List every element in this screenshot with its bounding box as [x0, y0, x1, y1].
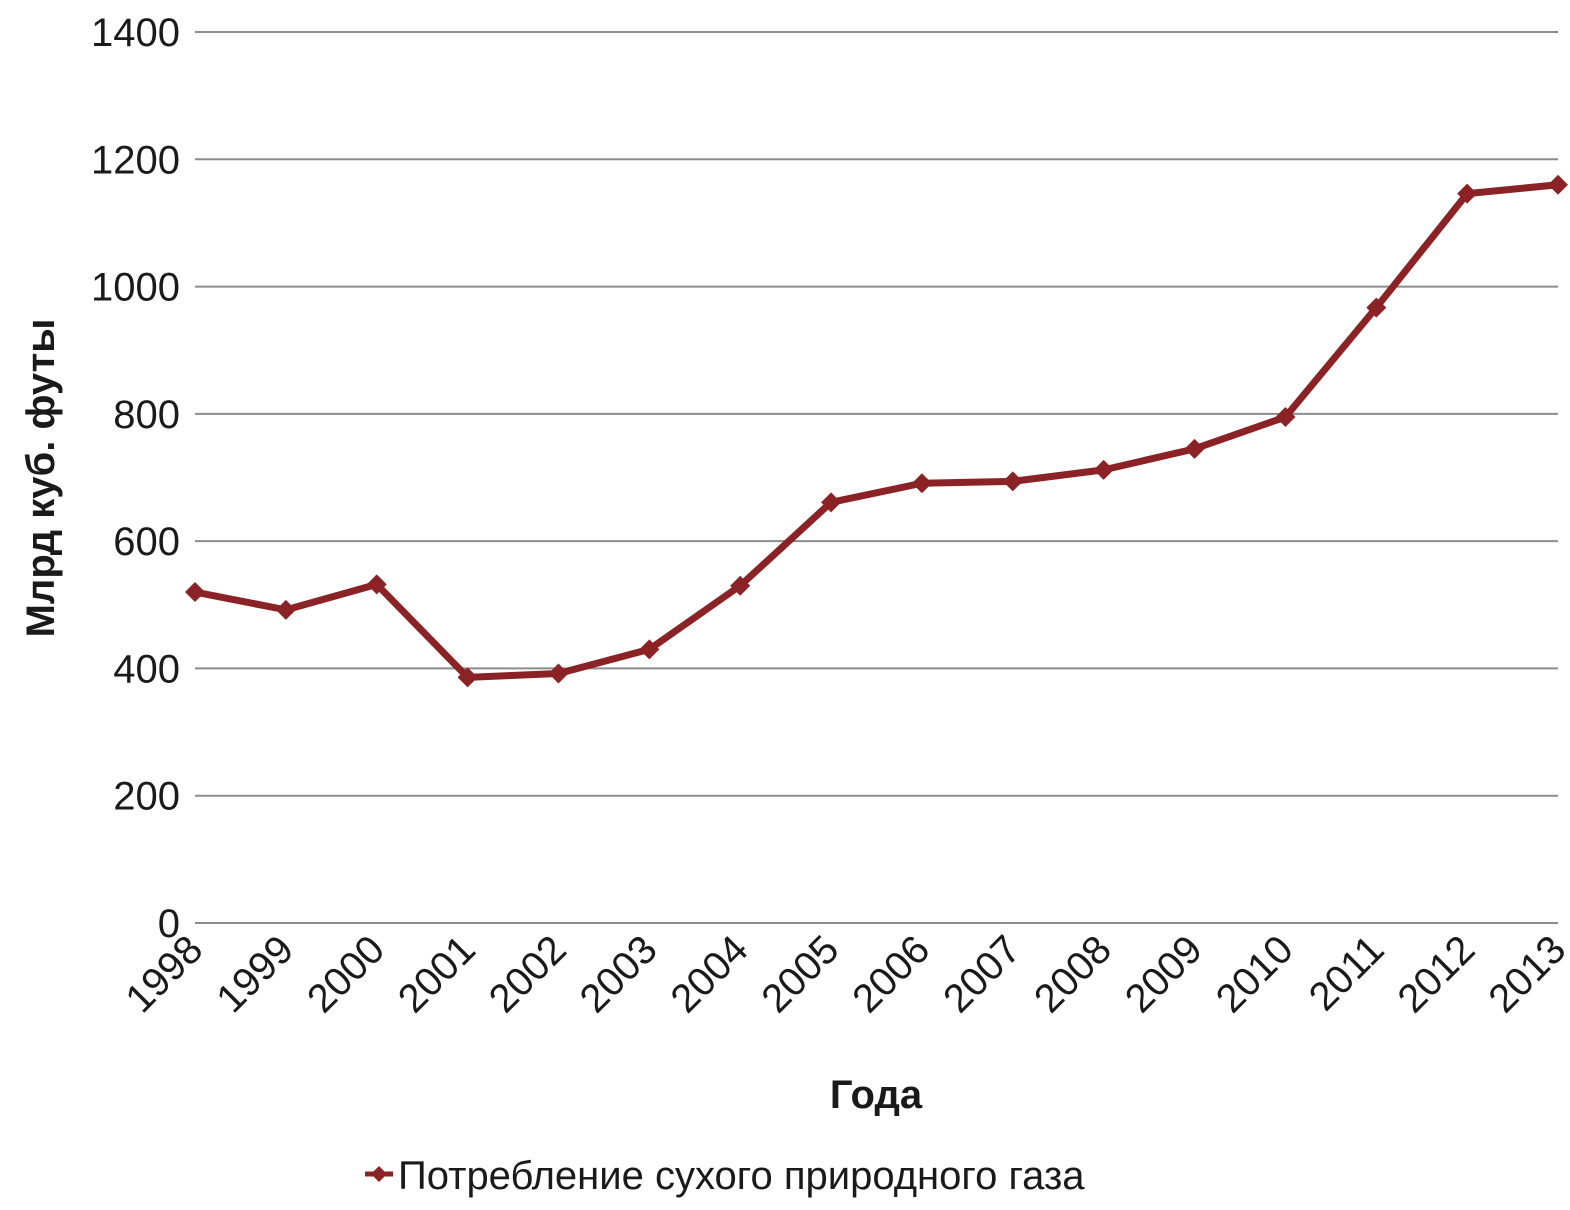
data-point-marker	[275, 599, 296, 620]
y-axis-title: Млрд куб. футы	[19, 319, 63, 638]
legend-label: Потребление сухого природного газа	[398, 1154, 1085, 1198]
x-tick-label: 2008	[1026, 927, 1120, 1021]
x-tick-label: 2007	[935, 927, 1029, 1021]
x-tick-label: 2002	[481, 927, 575, 1021]
y-tick-label: 1400	[91, 11, 180, 55]
x-axis-title: Года	[830, 1073, 923, 1117]
x-tick-label: 2000	[299, 927, 393, 1021]
data-point-marker	[1366, 297, 1387, 318]
x-tick-label: 2004	[663, 927, 757, 1021]
data-point-marker	[1093, 459, 1114, 480]
data-point-marker	[1457, 183, 1478, 204]
x-tick-label: 1999	[208, 927, 302, 1021]
x-axis-ticks: 1998199920002001200220032004200520062007…	[117, 927, 1570, 1021]
legend: Потребление сухого природного газа	[365, 1154, 1085, 1198]
data-point-marker	[366, 574, 387, 595]
data-point-marker	[821, 492, 842, 513]
y-tick-label: 600	[113, 520, 180, 564]
x-tick-label: 2011	[1301, 927, 1393, 1019]
data-point-marker	[1184, 438, 1205, 459]
x-tick-label: 2009	[1117, 927, 1211, 1021]
y-tick-label: 400	[113, 647, 180, 691]
data-point-marker	[185, 582, 205, 603]
y-tick-label: 1200	[91, 138, 180, 182]
gridlines	[195, 31, 1558, 924]
data-point-marker	[730, 575, 751, 596]
y-axis-ticks: 0 200 400 600 800 1000 1200 1400	[91, 11, 180, 946]
x-tick-label: 2013	[1480, 927, 1570, 1021]
y-tick-label: 1000	[91, 266, 180, 310]
x-tick-label: 2005	[753, 927, 847, 1021]
data-point-marker	[457, 667, 478, 688]
data-point-marker	[911, 473, 932, 494]
x-tick-label: 2006	[844, 927, 938, 1021]
data-point-marker	[639, 639, 660, 660]
y-tick-label: 0	[158, 902, 180, 946]
data-point-marker	[1548, 174, 1568, 195]
data-point-marker	[1002, 471, 1023, 492]
data-point-marker	[548, 663, 569, 684]
y-tick-label: 200	[113, 775, 180, 819]
series-line	[191, 181, 1562, 681]
y-tick-label: 800	[113, 393, 180, 437]
x-tick-label: 2010	[1208, 927, 1302, 1021]
x-tick-label: 2003	[572, 927, 666, 1021]
data-point-marker	[1275, 407, 1296, 428]
x-tick-label: 2012	[1389, 927, 1483, 1021]
series-layer	[185, 174, 1568, 688]
legend-marker-swatch	[371, 1166, 387, 1182]
x-tick-label: 2001	[390, 927, 484, 1021]
